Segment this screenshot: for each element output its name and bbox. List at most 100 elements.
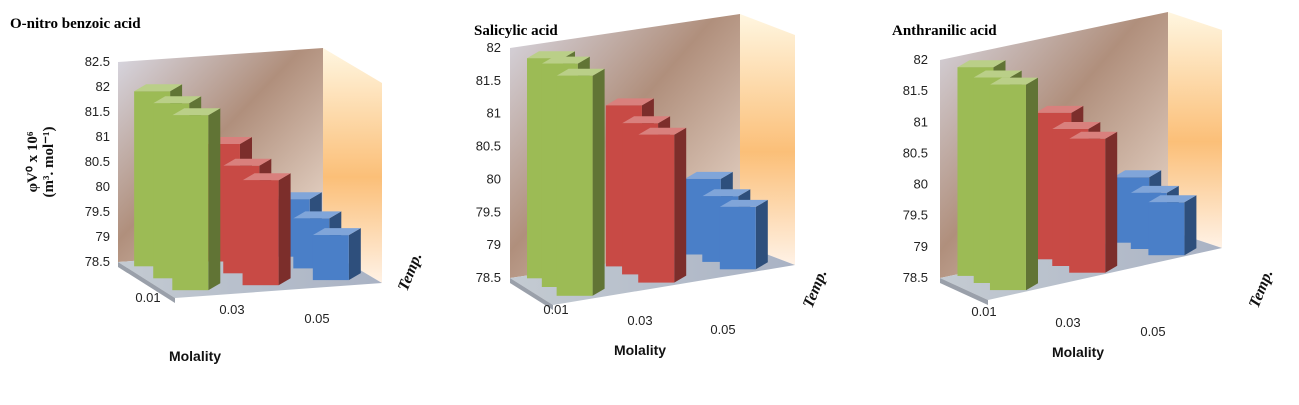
y-tick-label: 79 (96, 229, 110, 244)
bar-front-face (556, 75, 593, 296)
y-tick-label: 79 (914, 239, 928, 254)
x-tick-label: 0.05 (304, 311, 329, 326)
y-tick-label: 81 (96, 129, 110, 144)
x-tick-label: 0.03 (1055, 315, 1080, 330)
bar-front-face (1069, 138, 1106, 273)
chart-title: Salicylic acid (474, 23, 558, 39)
y-tick-label: 81.5 (476, 73, 501, 88)
bar-side-face (1184, 195, 1197, 256)
y-tick-label: 78.5 (476, 270, 501, 285)
bar-top-face (312, 228, 361, 236)
y-axis-ticks: 78.5 79 79.5 80 80.5 81 81.5 82 (903, 52, 928, 285)
y-tick-label: 82.5 (85, 54, 110, 69)
bar-top-face (1052, 122, 1101, 129)
bar-top-face (719, 199, 768, 207)
y-tick-label: 82 (96, 79, 110, 94)
bar-middle-0.05 (1069, 131, 1118, 273)
y-tick-label: 80 (487, 171, 501, 186)
bar-top-face (605, 98, 654, 106)
bar-back-0.05 (989, 77, 1038, 291)
y-axis-title: φV⁰ x 10⁶ (m³. mol⁻¹) (25, 126, 57, 197)
y-tick-label: 78.5 (903, 270, 928, 285)
x-axis-ticks: 0.01 0.03 0.05 (971, 304, 1165, 339)
bar-side-face (755, 199, 768, 270)
back-wall (1168, 12, 1222, 248)
bar-side-face (1105, 131, 1118, 273)
y-axis-ticks: 78.5 79 79.5 80 80.5 81 81.5 82 82.5 (85, 54, 110, 269)
bar-top-face (541, 56, 590, 64)
bar-top-face (990, 77, 1038, 85)
y-tick-label: 82 (914, 52, 928, 67)
bar-top-face (172, 108, 221, 116)
bar-top-face (957, 60, 1006, 68)
bar-top-face (1130, 185, 1179, 193)
bar-side-face (348, 228, 361, 281)
floor-edge (510, 278, 553, 310)
bar-middle-0.05 (242, 173, 291, 286)
bar-front-face (989, 84, 1026, 291)
y-tick-label: 80.5 (903, 145, 928, 160)
y-tick-label: 80.5 (476, 139, 501, 154)
bars (957, 60, 1197, 291)
bar-top-face (638, 127, 687, 135)
y-axis-title-line2: (m³. mol⁻¹) (41, 126, 57, 197)
x-axis-ticks: 0.01 0.03 0.05 (135, 290, 329, 326)
floor-edge (940, 278, 988, 305)
bar-top-face (153, 96, 202, 104)
y-tick-label: 80 (914, 177, 928, 192)
y-tick-label: 80 (96, 179, 110, 194)
bar-back-0.05 (172, 108, 221, 291)
y-tick-label: 81 (914, 114, 928, 129)
bar-top-face (242, 173, 291, 181)
bar-top-face (702, 189, 751, 197)
bar-front-0.05 (1148, 195, 1197, 256)
depth-axis-title: Temp. (800, 267, 831, 310)
x-axis-title: Molality (169, 348, 221, 364)
y-tick-label: 79 (487, 237, 501, 252)
bar-side-face (1026, 77, 1038, 291)
bar-side-face (278, 173, 291, 286)
y-axis-ticks: 78.5 79 79.5 80 80.5 81 81.5 82 (476, 40, 501, 285)
chart-title: Anthranilic acid (892, 23, 997, 39)
x-tick-label: 0.03 (219, 302, 244, 317)
y-tick-label: 81.5 (903, 83, 928, 98)
bar-top-face (527, 51, 575, 59)
bar-front-face (242, 180, 279, 286)
bar-top-face (973, 70, 1022, 78)
y-tick-label: 81 (487, 106, 501, 121)
x-tick-label: 0.03 (627, 313, 652, 328)
bar-top-face (1148, 195, 1197, 203)
bar-middle-0.05 (638, 127, 687, 283)
chart-panel-o-nitro-benzoic-acid: O-nitro benzoic acid 78.5 79 79.5 80 80.5 81 8… (10, 16, 426, 364)
bar-top-face (556, 68, 605, 76)
y-tick-label: 79.5 (903, 208, 928, 223)
chart-panel-anthranilic-acid: Anthranilic acid 78.5 79 79.5 80 80.5 81 81.5 8… (892, 12, 1277, 360)
bar-top-face (293, 211, 342, 219)
bar-top-face (622, 116, 671, 124)
y-axis-title-line1: φV⁰ x 10⁶ (25, 131, 41, 192)
x-axis-title: Molality (1052, 344, 1104, 360)
bar-front-0.05 (312, 228, 361, 281)
bar-top-face (684, 171, 733, 179)
bar-top-face (134, 84, 183, 92)
x-tick-label: 0.01 (135, 290, 160, 305)
bar-top-face (1113, 170, 1162, 178)
x-tick-label: 0.05 (1140, 324, 1165, 339)
bar-front-face (312, 235, 349, 281)
bar-top-face (223, 158, 272, 166)
bar-front-face (719, 206, 756, 270)
bar-front-face (1148, 202, 1185, 256)
y-tick-label: 80.5 (85, 154, 110, 169)
x-tick-label: 0.01 (971, 304, 996, 319)
x-axis-ticks: 0.01 0.03 0.05 (543, 302, 735, 337)
y-tick-label: 81.5 (85, 104, 110, 119)
y-tick-label: 79.5 (85, 204, 110, 219)
bar-front-face (172, 115, 209, 291)
bar-top-face (1069, 131, 1118, 139)
bar-side-face (208, 108, 221, 291)
chart-title: O-nitro benzoic acid (10, 16, 141, 32)
y-tick-label: 82 (487, 40, 501, 55)
x-tick-label: 0.05 (710, 322, 735, 337)
bar-side-face (592, 68, 605, 296)
